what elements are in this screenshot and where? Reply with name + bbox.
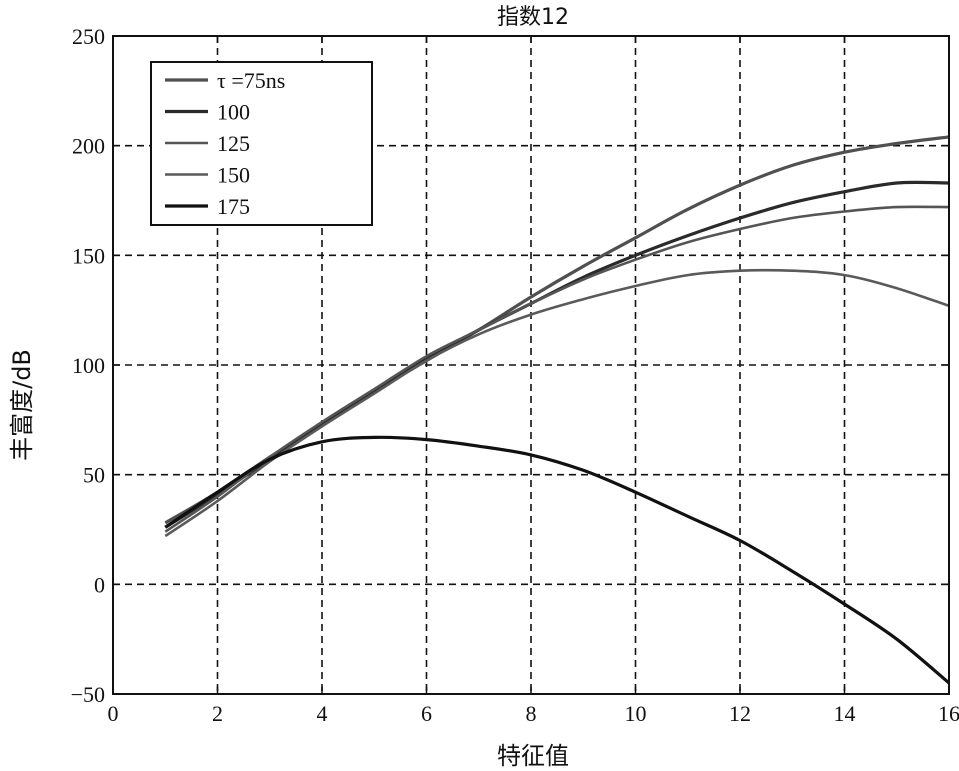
y-axis-label: 丰富度/dB <box>8 349 36 461</box>
y-tick-label: 150 <box>72 243 105 268</box>
chart-title: 指数12 <box>497 5 569 30</box>
series-line-3 <box>164 205 950 533</box>
legend-entry-label: 175 <box>217 194 250 219</box>
x-tick-label: 16 <box>938 701 959 726</box>
x-tick-label: 6 <box>421 701 432 726</box>
x-tick-label: 14 <box>834 701 856 726</box>
legend-entry-label: 100 <box>217 100 250 125</box>
y-tick-label: 50 <box>83 463 105 488</box>
legend-entry-label: 125 <box>217 131 250 156</box>
y-tick-label: 0 <box>94 572 105 597</box>
x-tick-label: 8 <box>526 701 537 726</box>
x-axis-label: 特征值 <box>497 742 569 770</box>
x-tick-label: 2 <box>212 701 223 726</box>
legend: τ =75ns 100 125 150 175 <box>150 61 373 226</box>
x-tick-label: 12 <box>729 701 751 726</box>
grid <box>113 36 949 694</box>
x-tick-label: 0 <box>108 701 119 726</box>
legend-entry-label: 150 <box>217 163 250 188</box>
x-tick-label: 10 <box>625 701 647 726</box>
series-lines <box>164 135 951 685</box>
x-tick-label: 4 <box>317 701 328 726</box>
series-line-5 <box>164 435 951 685</box>
y-tick-label: 250 <box>72 24 105 49</box>
series-line-4 <box>164 268 950 538</box>
y-tick-label: 200 <box>72 134 105 159</box>
legend-entry-label: τ =75ns <box>217 68 285 93</box>
y-tick-label: −50 <box>71 682 105 707</box>
y-tick-label: 100 <box>72 353 105 378</box>
series-line-2 <box>164 180 950 529</box>
